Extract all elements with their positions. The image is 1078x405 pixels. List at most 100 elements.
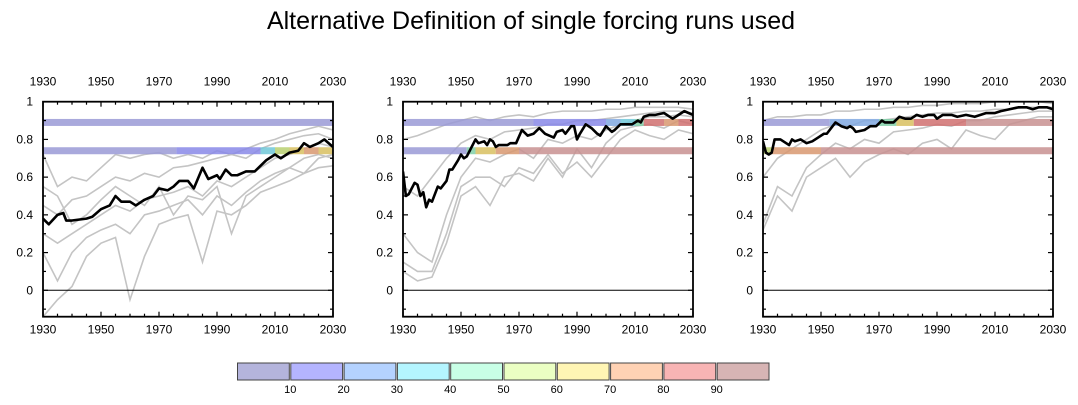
x-tick-label-top: 1930 xyxy=(750,75,777,89)
colorbar-box xyxy=(503,362,557,381)
band-segment xyxy=(678,118,693,126)
y-tick-label: 0 xyxy=(746,283,753,297)
ensemble-line xyxy=(403,119,693,282)
x-tick-label-top: 1950 xyxy=(448,75,475,89)
panel-3: 1930 1930 1950 1950 1970 1970 1990 1990 2010 2010… xyxy=(736,75,1066,337)
ensemble-line xyxy=(403,129,693,273)
x-tick-label-top: 1990 xyxy=(924,75,951,89)
x-tick-label-top: 2030 xyxy=(680,75,707,89)
ensemble-line xyxy=(763,110,1053,225)
colorbar-box xyxy=(343,362,397,381)
x-tick-label-bottom: 2010 xyxy=(622,323,649,337)
y-tick-label: 0.8 xyxy=(736,132,753,146)
panel-2: 1930 1930 1950 1950 1970 1970 1990 1990 2010 2010… xyxy=(376,75,706,337)
plot-area xyxy=(403,106,693,291)
colorbar-box xyxy=(450,362,504,381)
band-segment xyxy=(771,147,821,155)
y-tick-label: 0.4 xyxy=(16,208,33,222)
colorbar-label: 70 xyxy=(604,384,616,396)
y-tick-label: 0 xyxy=(26,283,33,297)
plot-frame xyxy=(762,100,1054,318)
x-tick-label-top: 1970 xyxy=(866,75,893,89)
colorbar-label: 50 xyxy=(497,384,509,396)
mean-line xyxy=(763,106,1053,156)
band-segment xyxy=(318,147,333,155)
band-segment xyxy=(495,147,519,155)
x-tick-label-top: 2010 xyxy=(622,75,649,89)
y-tick-label: 0.6 xyxy=(376,170,393,184)
x-tick-label-top: 1990 xyxy=(204,75,231,89)
y-tick-label: 0.4 xyxy=(736,208,753,222)
x-tick-label-top: 1970 xyxy=(146,75,173,89)
colorbar-label: 60 xyxy=(551,384,563,396)
y-tick-label: 0.8 xyxy=(376,132,393,146)
x-tick-label-top: 2030 xyxy=(320,75,347,89)
ensemble-line xyxy=(763,115,1053,231)
colorbar-label: 90 xyxy=(711,384,723,396)
x-tick-label-bottom: 1990 xyxy=(564,323,591,337)
ensemble-line xyxy=(763,101,1053,122)
ensemble-line xyxy=(403,114,693,264)
x-tick-label-bottom: 1990 xyxy=(204,323,231,337)
x-tick-label-bottom: 2030 xyxy=(1040,323,1067,337)
plot-area xyxy=(763,101,1053,291)
band-segment xyxy=(821,147,1053,155)
y-tick-label: 0.6 xyxy=(736,170,753,184)
band-segment xyxy=(533,118,606,126)
band-segment xyxy=(966,118,1053,126)
colorbar-label: 80 xyxy=(657,384,669,396)
x-tick-label-top: 1930 xyxy=(30,75,57,89)
colorbar-label: 30 xyxy=(391,384,403,396)
band-segment xyxy=(829,118,879,126)
x-tick-label-top: 2010 xyxy=(262,75,289,89)
y-tick-label: 1 xyxy=(26,95,33,109)
band-segment xyxy=(519,147,693,155)
y-tick-label: 0.2 xyxy=(736,246,753,260)
x-tick-label-top: 1950 xyxy=(88,75,115,89)
x-tick-label-top: 1990 xyxy=(564,75,591,89)
ensemble-line xyxy=(43,153,333,283)
mean-line xyxy=(403,109,693,209)
plot-area xyxy=(43,118,333,317)
x-tick-label-bottom: 1950 xyxy=(808,323,835,337)
colorbar-box xyxy=(396,362,450,381)
x-tick-label-bottom: 2030 xyxy=(680,323,707,337)
colorbar-box xyxy=(237,362,290,381)
band-segment xyxy=(620,118,635,126)
band-segment xyxy=(475,147,496,155)
colorbar-label: 20 xyxy=(337,384,349,396)
y-tick-label: 0 xyxy=(386,283,393,297)
y-tick-label: 0.8 xyxy=(16,132,33,146)
x-tick-label-bottom: 1950 xyxy=(88,323,115,337)
colorbar-label: 10 xyxy=(284,384,296,396)
x-tick-label-bottom: 1930 xyxy=(390,323,417,337)
band-segment xyxy=(43,118,333,126)
band-segment xyxy=(763,147,772,155)
y-tick-label: 1 xyxy=(746,95,753,109)
colorbar-label: 40 xyxy=(444,384,456,396)
x-tick-label-bottom: 1930 xyxy=(750,323,777,337)
ensemble-line xyxy=(43,165,333,317)
y-tick-label: 0.2 xyxy=(376,246,393,260)
x-tick-label-bottom: 2010 xyxy=(982,323,1009,337)
y-tick-label: 1 xyxy=(386,95,393,109)
band-segment xyxy=(260,147,275,155)
colorbar-box xyxy=(290,362,344,381)
figure-title: Alternative Definition of single forcing… xyxy=(267,7,795,35)
mean-line xyxy=(43,138,333,226)
x-tick-label-bottom: 1970 xyxy=(866,323,893,337)
panel-1: 1930 1930 1950 1950 1970 1970 1990 1990 2010 2010… xyxy=(16,75,346,337)
x-tick-label-top: 2030 xyxy=(1040,75,1067,89)
y-tick-label: 0.4 xyxy=(376,208,393,222)
x-tick-label-bottom: 1990 xyxy=(924,323,951,337)
x-tick-label-top: 1950 xyxy=(808,75,835,89)
ensemble-line xyxy=(43,125,333,188)
colorbar-box xyxy=(663,362,717,381)
band-segment xyxy=(606,118,621,126)
colorbar-box xyxy=(556,362,610,381)
x-tick-label-top: 1930 xyxy=(390,75,417,89)
colorbar: 10 20 30 40 50 60 70 80 90 xyxy=(237,362,770,396)
band-segment xyxy=(43,147,177,155)
band-segment xyxy=(763,118,830,126)
